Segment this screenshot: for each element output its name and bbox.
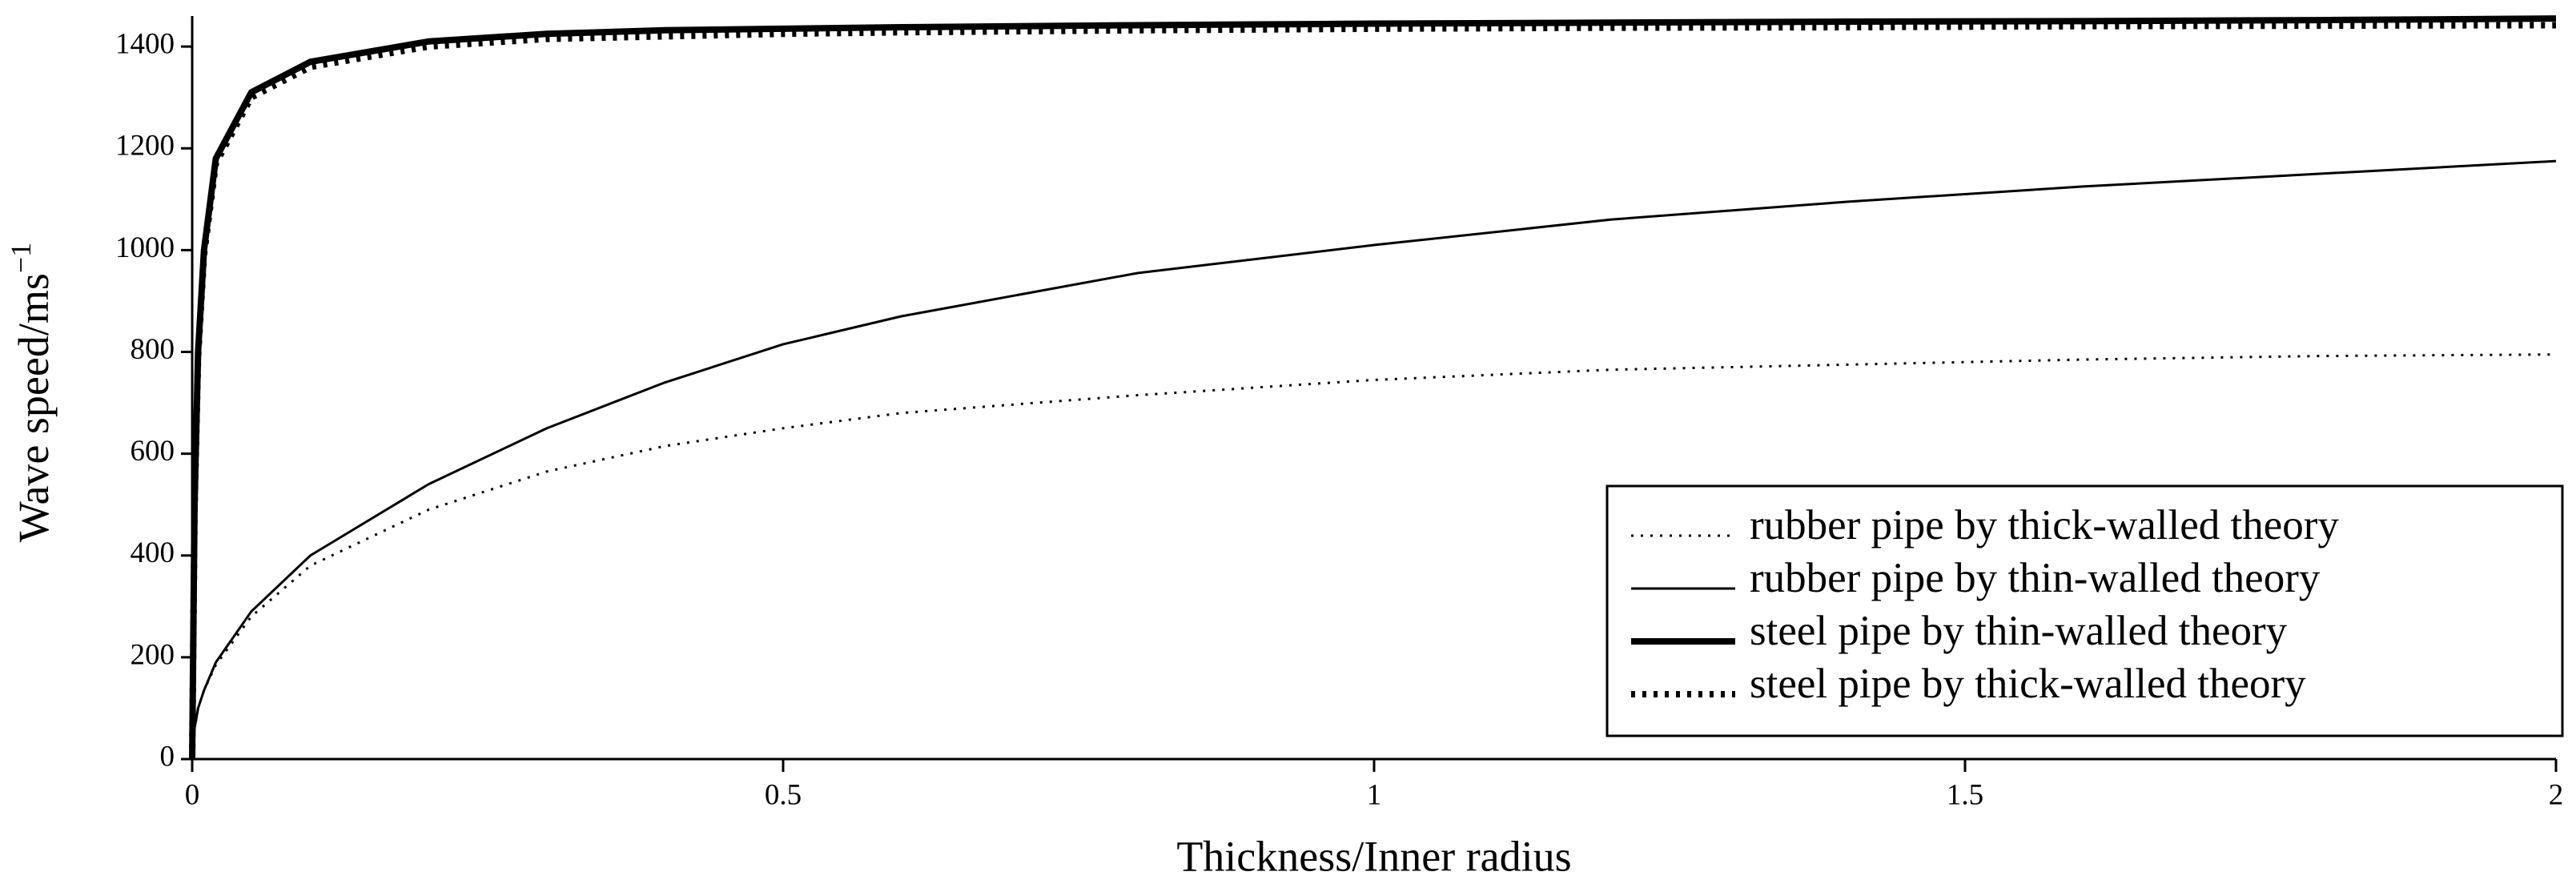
x-tick-label: 0.5 [765,778,802,811]
series-line [189,15,2557,760]
legend-box [1605,484,2564,737]
y-tick-label: 1200 [115,130,175,163]
x-tick-label: 2 [2549,778,2564,811]
x-tick-label: 1 [1367,778,1382,811]
y-tick-label: 1400 [115,28,175,61]
series-line [191,159,2557,760]
y-tick-label: 200 [131,638,175,671]
y-axis-label: Wave speed/ms−1 [5,243,58,542]
x-axis-label: Thickness/Inner radius [1176,832,1571,880]
y-axis-label-text: Wave speed/ms [10,273,58,542]
legend-label: steel pipe by thin-walled theory [1750,608,2288,654]
legend-label: rubber pipe by thick-walled theory [1750,502,2339,548]
y-tick-label: 800 [131,333,175,366]
y-tick-label: 0 [160,740,175,773]
legend: rubber pipe by thick-walled theory rubber… [1605,484,2564,737]
x-tick-label: 0 [185,778,200,811]
y-axis-label-superscript: −1 [5,243,37,273]
legend-label: steel pipe by thick-walled theory [1750,661,2306,707]
series-line [189,22,2557,760]
y-tick-label: 1000 [115,231,175,264]
y-tick-label: 400 [131,536,175,569]
series-line [191,353,2557,760]
legend-label: rubber pipe by thin-walled theory [1750,555,2321,601]
x-tick-label: 1.5 [1947,778,1983,811]
y-tick-label: 600 [131,435,175,468]
